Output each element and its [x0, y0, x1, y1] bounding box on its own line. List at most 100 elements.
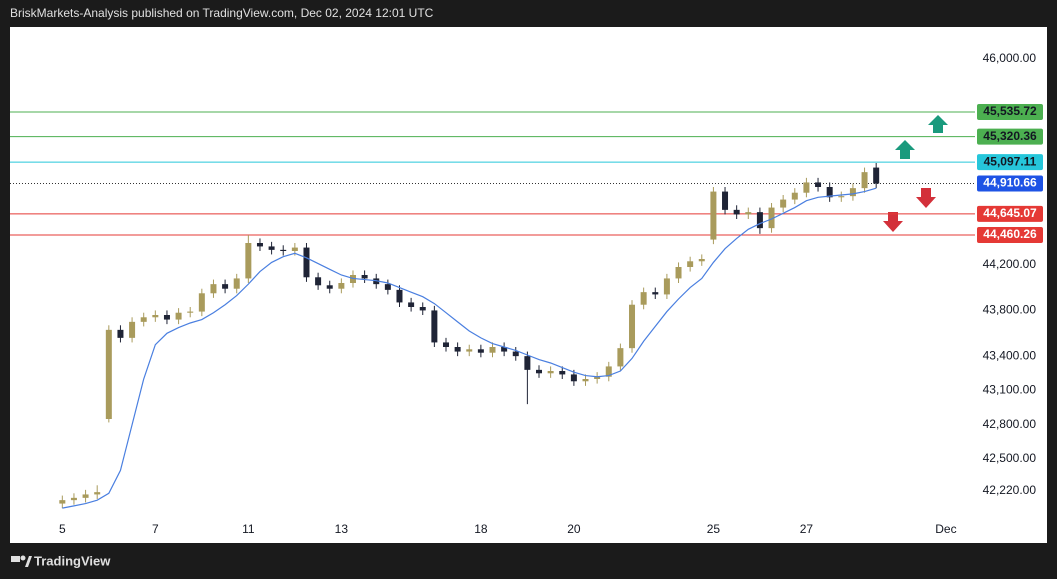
candle-body	[582, 379, 589, 382]
candle-body	[94, 492, 101, 495]
candle-body	[384, 284, 391, 290]
level-label: 44,910.66	[983, 176, 1037, 190]
candle-body	[163, 315, 170, 320]
candle-body	[105, 329, 112, 419]
candle-body	[256, 243, 263, 247]
candle-body	[640, 292, 647, 305]
candle-body	[617, 348, 624, 367]
candle-body	[419, 307, 426, 311]
level-label: 45,320.36	[983, 129, 1037, 143]
candle-body	[838, 196, 845, 198]
candle-body	[408, 302, 415, 307]
level-label-box	[977, 104, 1043, 121]
candle-body	[315, 277, 322, 286]
candle-body	[536, 369, 543, 374]
candle-body	[326, 285, 333, 289]
candle-body	[594, 376, 601, 379]
candle-body	[59, 500, 66, 504]
x-tick-label: 11	[242, 522, 255, 536]
level-label: 45,097.11	[984, 154, 1037, 168]
candle-body	[815, 182, 822, 187]
candle-body	[791, 192, 798, 200]
arrow-down	[883, 212, 903, 232]
candle-body	[687, 261, 694, 267]
level-label-box	[977, 205, 1043, 222]
candle-body	[442, 342, 449, 347]
candle-body	[524, 356, 531, 370]
y-tick-label: 43,100.00	[983, 383, 1037, 397]
chart-area	[10, 27, 1047, 543]
candle-body	[291, 247, 298, 251]
candle-body	[70, 497, 77, 501]
candle-body	[466, 349, 473, 352]
candle-body	[803, 182, 810, 193]
x-tick-label: 20	[567, 522, 581, 536]
candle-body	[268, 246, 275, 250]
candle-body	[280, 249, 287, 251]
arrow-up	[928, 115, 948, 133]
candle-body	[780, 199, 787, 208]
x-tick-label: 27	[800, 522, 814, 536]
arrow-up	[895, 140, 915, 159]
x-tick-label: Dec	[935, 522, 956, 536]
candle-body	[152, 315, 159, 318]
x-tick-label: 7	[152, 522, 159, 536]
candle-body	[82, 494, 89, 498]
candle-body	[698, 259, 705, 262]
candle-body	[501, 347, 508, 352]
candle-body	[873, 167, 880, 184]
candle-body	[663, 278, 670, 295]
candle-body	[768, 207, 775, 229]
candle-body	[710, 191, 717, 240]
candle-body	[559, 371, 566, 375]
candle-body	[849, 188, 856, 197]
level-label-box	[977, 154, 1043, 171]
y-tick-label: 43,400.00	[983, 348, 1037, 362]
candle-body	[489, 347, 496, 353]
candle-body	[722, 191, 729, 210]
candle-body	[477, 349, 484, 353]
level-label: 44,645.07	[983, 206, 1037, 220]
candle-body	[187, 311, 194, 313]
y-tick-label: 42,220.00	[983, 483, 1037, 497]
candle-body	[756, 212, 763, 229]
arrow-down	[916, 188, 936, 208]
candle-body	[210, 284, 217, 294]
candle-body	[175, 312, 182, 320]
candle-body	[570, 374, 577, 382]
x-tick-label: 13	[335, 522, 349, 536]
candle-body	[338, 283, 345, 289]
y-tick-label: 42,800.00	[983, 417, 1037, 431]
candle-body	[454, 347, 461, 352]
level-label: 45,535.72	[983, 104, 1037, 118]
y-tick-label: 44,200.00	[983, 257, 1037, 271]
y-tick-label: 42,500.00	[983, 451, 1037, 465]
candle-body	[140, 317, 147, 322]
header-title: BriskMarkets-Analysis published on Tradi…	[10, 6, 434, 20]
footer-brand: TradingView	[34, 553, 111, 568]
x-tick-label: 25	[707, 522, 721, 536]
candle-body	[222, 284, 229, 289]
candle-body	[861, 172, 868, 189]
logo	[11, 555, 32, 567]
candle-body	[629, 304, 636, 349]
y-tick-label: 46,000.00	[983, 51, 1037, 65]
candle-body	[675, 267, 682, 279]
candle-body	[605, 366, 612, 377]
candle-body	[303, 247, 310, 278]
candle-body	[361, 275, 368, 279]
candle-body	[431, 310, 438, 343]
candle-body	[733, 209, 740, 215]
moving-average	[62, 187, 877, 509]
candle-body	[245, 243, 252, 279]
level-label-box	[977, 226, 1043, 243]
level-label: 44,460.26	[983, 227, 1037, 241]
level-label-box	[977, 175, 1043, 192]
candle-body	[198, 293, 205, 312]
candle-body	[826, 187, 833, 198]
candle-body	[396, 289, 403, 303]
x-tick-label: 5	[59, 522, 66, 536]
candle-body	[129, 321, 136, 338]
